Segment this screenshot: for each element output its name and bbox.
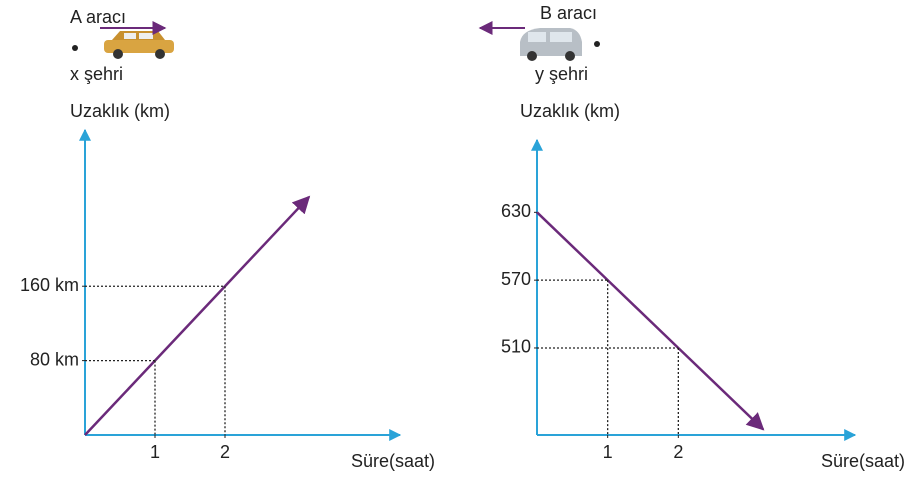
city-label: x şehri (70, 64, 123, 84)
y-tick-label: 160 km (20, 275, 79, 295)
y-tick-label: 570 (501, 269, 531, 289)
city-dot (594, 41, 600, 47)
arrow-extension (224, 195, 311, 288)
x-tick-label: 1 (603, 442, 613, 462)
arrow-extension (677, 347, 765, 431)
x-tick-label: 2 (220, 442, 230, 462)
data-line (536, 211, 680, 349)
x-tick-label: 2 (673, 442, 683, 462)
y-tick-label: 630 (501, 201, 531, 221)
city-label: y şehri (535, 64, 588, 84)
car-icon-a (104, 31, 174, 59)
x-tick-label: 1 (150, 442, 160, 462)
vehicle-label: A aracı (70, 7, 126, 27)
city-dot (72, 45, 78, 51)
y-tick-label: 510 (501, 337, 531, 357)
car-icon-b (520, 28, 582, 61)
x-axis-label: Süre(saat) (821, 451, 905, 471)
x-axis-label: Süre(saat) (351, 451, 435, 471)
y-tick-label: 80 km (30, 349, 79, 369)
y-axis-label: Uzaklık (km) (520, 101, 620, 121)
y-axis-label: Uzaklık (km) (70, 101, 170, 121)
vehicle-label: B aracı (540, 3, 597, 23)
